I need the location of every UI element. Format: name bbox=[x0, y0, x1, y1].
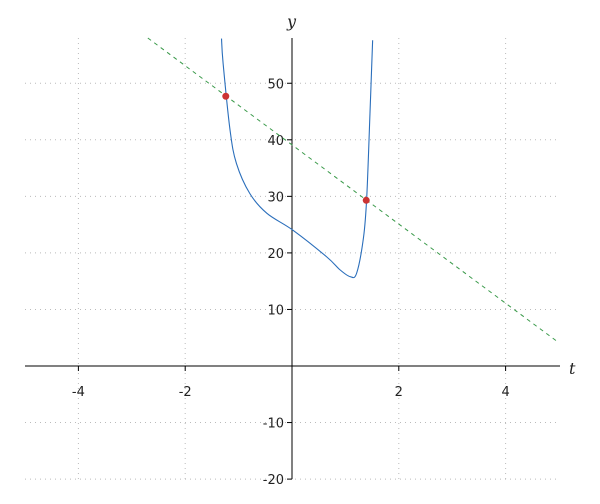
ticks: -4 -2 2 4 -20 -10 10 20 30 40 50 bbox=[72, 77, 510, 488]
intersection-point bbox=[222, 92, 230, 100]
y-tick-label: 10 bbox=[267, 303, 284, 318]
y-tick-label: -10 bbox=[263, 417, 284, 432]
y-axis-label: y bbox=[286, 12, 297, 31]
axes bbox=[25, 38, 560, 480]
x-axis-label: t bbox=[569, 359, 576, 378]
grid bbox=[25, 38, 560, 480]
x-tick-label: 4 bbox=[501, 385, 509, 400]
y-tick-label: 20 bbox=[267, 247, 284, 262]
points bbox=[222, 92, 370, 204]
y-tick-label: -20 bbox=[263, 473, 284, 488]
y-tick-label: 40 bbox=[267, 134, 284, 149]
x-tick-label: -4 bbox=[72, 385, 85, 400]
series bbox=[147, 37, 560, 344]
y-tick-label: 30 bbox=[267, 190, 284, 205]
intersection-point bbox=[362, 196, 370, 204]
x-tick-label: -2 bbox=[179, 385, 192, 400]
y-tick-label: 50 bbox=[267, 77, 284, 92]
x-tick-label: 2 bbox=[395, 385, 403, 400]
curve bbox=[220, 38, 374, 279]
dashed-line bbox=[147, 37, 560, 344]
